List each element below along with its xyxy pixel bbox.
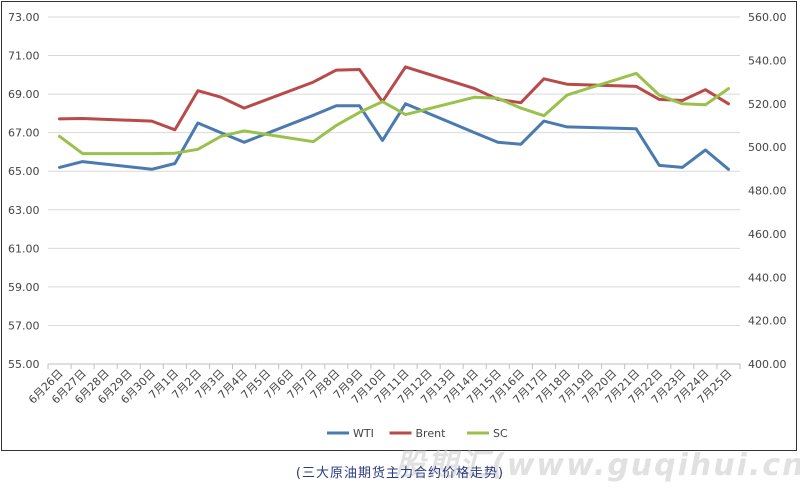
y-right-tick-label: 540.00 xyxy=(748,54,787,67)
y-right-tick-label: 440.00 xyxy=(748,271,787,284)
series-line-wti xyxy=(58,102,730,171)
chart-plot: 55.00 57.00 59.00 61.00 63.00 65.00 67.00 69.00… xyxy=(8,11,787,440)
y-left-tick-label: 55.00 xyxy=(8,358,40,371)
y-right-tick-label: 520.00 xyxy=(748,98,787,111)
y-right-tick-label: 420.00 xyxy=(748,315,787,328)
series-line-sc xyxy=(58,71,730,156)
y-left-tick-label: 65.00 xyxy=(8,165,40,178)
y-right-tick-label: 500.00 xyxy=(748,141,787,154)
legend-label-brent: Brent xyxy=(416,427,447,440)
legend-label-wti: WTI xyxy=(353,427,374,440)
y-right-tick-label: 560.00 xyxy=(748,11,787,24)
y-left-tick-label: 61.00 xyxy=(8,242,40,255)
y-left-tick-label: 63.00 xyxy=(8,204,40,217)
series-line-brent xyxy=(58,65,730,132)
watermark-text: 股期汇(www.guqihui.cn) xyxy=(395,448,800,483)
legend-label-sc: SC xyxy=(493,427,508,440)
y-left-tick-label: 67.00 xyxy=(8,127,40,140)
y-right-tick-label: 460.00 xyxy=(748,228,787,241)
y-left-tick-label: 69.00 xyxy=(8,88,40,101)
y-right-tick-label: 480.00 xyxy=(748,185,787,198)
chart-caption: (三大原油期货主力合约价格走势) xyxy=(295,466,505,481)
y-right-tick-label: 400.00 xyxy=(748,358,787,371)
chart-frame: 55.00 57.00 59.00 61.00 63.00 65.00 67.00 69.00… xyxy=(1,1,797,451)
y-left-tick-label: 59.00 xyxy=(8,281,40,294)
y-left-tick-label: 73.00 xyxy=(8,11,40,24)
y-left-tick-label: 57.00 xyxy=(8,319,40,332)
y-left-tick-label: 71.00 xyxy=(8,50,40,63)
